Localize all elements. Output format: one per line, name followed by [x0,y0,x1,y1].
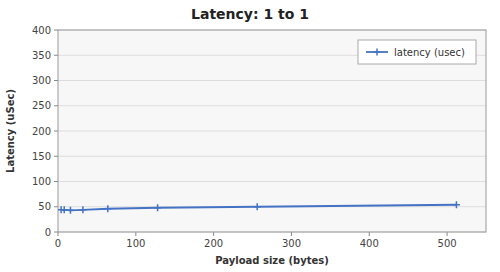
marker [79,206,86,213]
tick-label: 100 [126,238,145,249]
marker [154,204,161,211]
tick-label: 50 [38,201,51,212]
tick-mark [54,30,58,31]
tick-label: 400 [32,25,51,36]
plot-background [58,30,486,232]
x-axis-label: Payload size (bytes) [215,255,329,266]
legend-label: latency (usec) [394,47,465,58]
tick-label: 100 [32,176,51,187]
tick-mark [213,232,214,236]
tick-mark [291,232,292,236]
tick-label: 0 [45,227,51,238]
tick-mark [135,232,136,236]
grid-line [58,105,486,106]
tick-label: 0 [55,238,61,249]
tick-mark [58,232,59,236]
tick-mark [447,232,448,236]
line [61,205,456,211]
data-group [58,201,460,214]
tick-mark [54,181,58,182]
marker [104,205,111,212]
tick-mark [54,55,58,56]
plot-frame [58,30,486,232]
tick-mark [54,131,58,132]
tick-label: 300 [282,238,301,249]
title: Latency: 1 to 1 [191,6,309,22]
tick-label: 350 [32,50,51,61]
chart-container: 0 50 100 150 200 250 300 350 400 0 100 200 300 400 500… [0,0,500,272]
grid-line [58,181,486,182]
legend-marker [374,49,381,56]
tick-label: 500 [438,238,457,249]
grid-line [58,131,486,132]
y-axis-label: Latency (uSec) [5,89,16,173]
tick-mark [54,80,58,81]
tick-mark [54,232,58,233]
tick-label: 400 [360,238,379,249]
legend-box [358,40,476,64]
tick-mark [54,105,58,106]
tick-mark [369,232,370,236]
marker [453,201,460,208]
tick-label: 300 [32,75,51,86]
tick-label: 200 [204,238,223,249]
tick-label: 250 [32,100,51,111]
legend: latency (usec) [358,40,476,64]
grid-line [58,156,486,157]
tick-label: 150 [32,151,51,162]
marker [254,203,261,210]
grid-line [58,80,486,81]
marker [61,206,68,213]
tick-mark [54,206,58,207]
tick-mark [54,156,58,157]
chart: 0 50 100 150 200 250 300 350 400 0 100 200 300 400 500… [0,0,500,272]
tick-label: 200 [32,126,51,137]
marker [67,207,74,214]
